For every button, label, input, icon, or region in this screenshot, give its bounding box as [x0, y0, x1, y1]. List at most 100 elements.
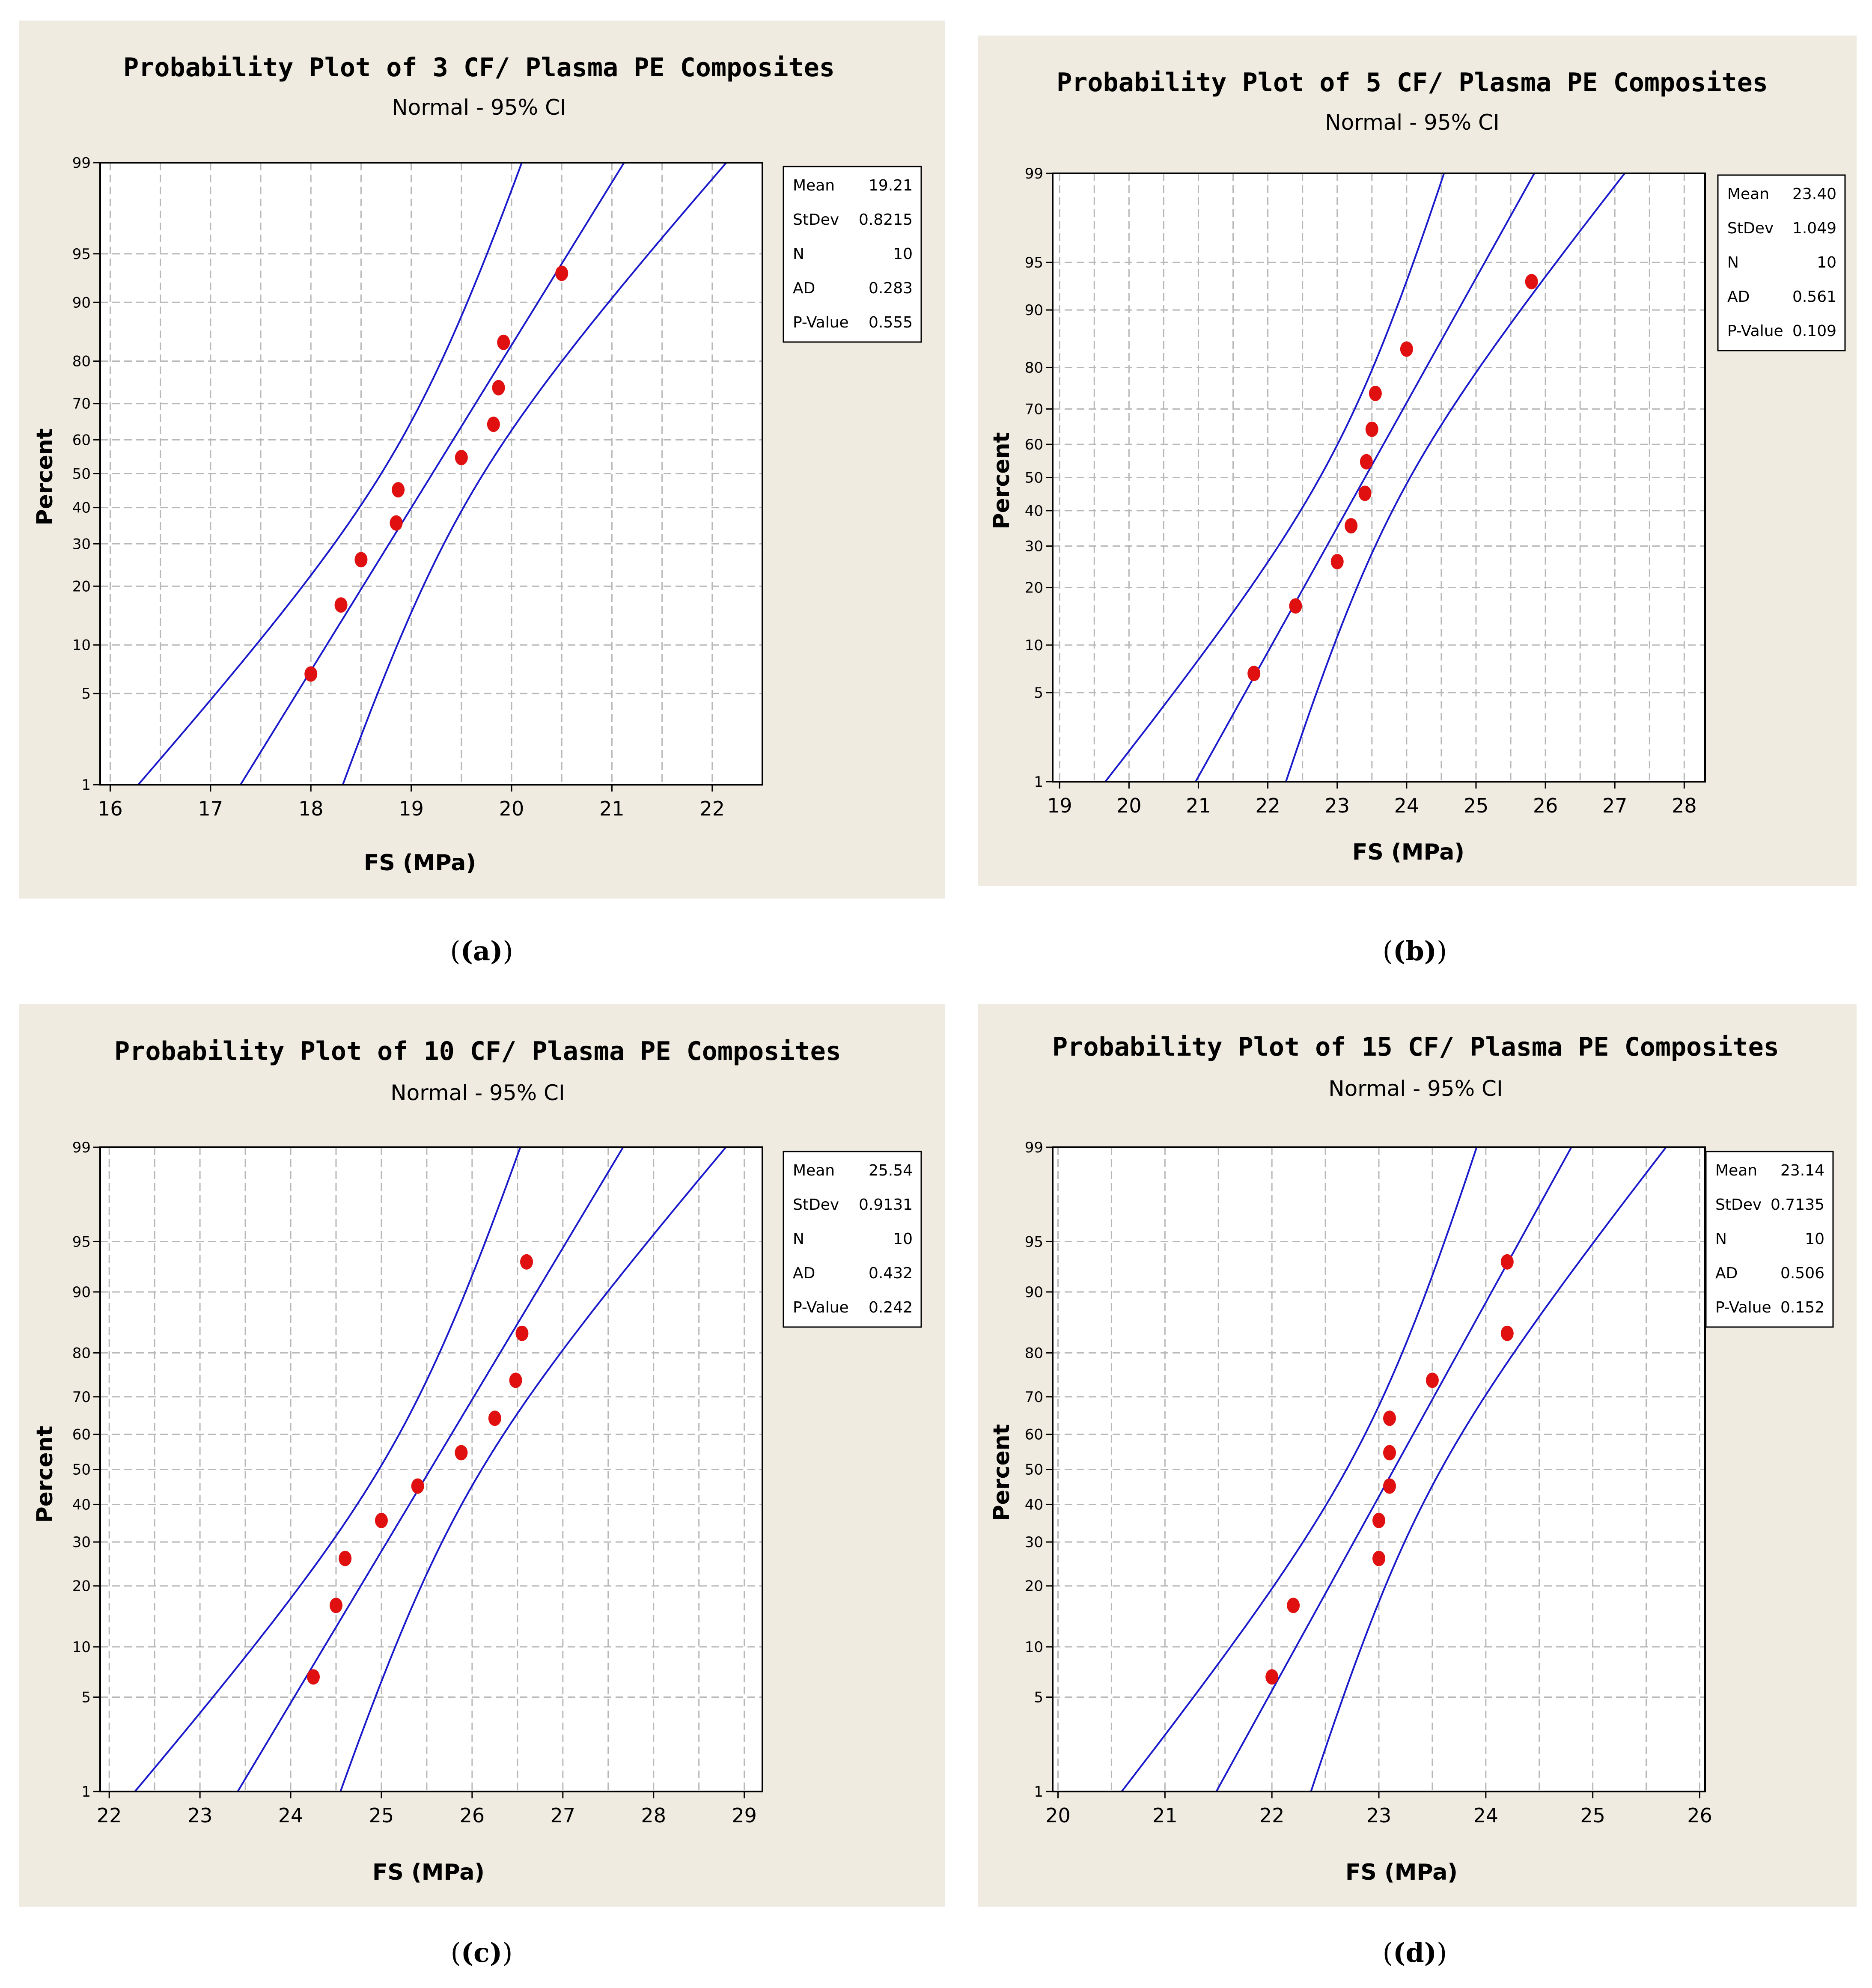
data-point — [1360, 454, 1373, 470]
data-point — [455, 449, 468, 465]
x-tick-label: 23 — [1366, 1804, 1392, 1827]
stats-value: 25.54 — [869, 1162, 913, 1179]
y-tick-label: 10 — [72, 1639, 91, 1656]
x-tick-label: 29 — [732, 1804, 757, 1827]
stats-box — [783, 1151, 922, 1328]
y-tick-label: 50 — [72, 1461, 91, 1479]
x-tick-label: 23 — [1324, 794, 1350, 817]
data-point — [304, 666, 318, 682]
y-tick-label: 99 — [72, 155, 91, 172]
x-tick-label: 22 — [97, 1804, 122, 1827]
data-point — [1247, 666, 1261, 682]
x-tick-label: 25 — [369, 1804, 394, 1827]
data-point — [1525, 274, 1538, 289]
x-tick-label: 20 — [1116, 794, 1142, 817]
stats-box — [783, 166, 922, 343]
stats-value: 23.14 — [1780, 1162, 1824, 1179]
y-axis-label: Percent — [989, 1424, 1015, 1521]
y-tick-label: 10 — [1025, 637, 1043, 654]
stats-label: N — [1715, 1230, 1727, 1248]
ci-upper-line — [339, 1147, 727, 1792]
stats-value: 0.8215 — [859, 211, 913, 229]
x-tick-label: 16 — [98, 797, 123, 820]
x-tick-label: 20 — [499, 797, 524, 820]
data-point — [1265, 1669, 1279, 1685]
y-tick-label: 95 — [72, 246, 91, 263]
chart-b: Probability Plot of 5 CF/ Plasma PE Comp… — [989, 68, 1846, 865]
subfigure-label-a: ((a)) — [450, 935, 513, 967]
data-point — [1345, 518, 1358, 534]
data-point — [1289, 598, 1302, 614]
x-tick-label: 26 — [1533, 794, 1558, 817]
x-tick-label: 25 — [1580, 1804, 1605, 1827]
chart-title: Probability Plot of 15 CF/ Plasma PE Com… — [1052, 1032, 1779, 1062]
data-point — [1426, 1372, 1439, 1388]
chart-subtitle: Normal - 95% CI — [390, 1080, 565, 1105]
chart-title: Probability Plot of 3 CF/ Plasma PE Comp… — [123, 53, 835, 83]
chart-c: Probability Plot of 10 CF/ Plasma PE Com… — [32, 1036, 922, 1885]
x-tick-label: 24 — [278, 1804, 304, 1827]
data-point — [411, 1478, 424, 1494]
stats-value: 10 — [1817, 254, 1836, 271]
y-tick-label: 50 — [1025, 470, 1043, 487]
data-point — [375, 1512, 388, 1528]
fit-line — [239, 163, 625, 785]
stats-label: P-Value — [1727, 322, 1783, 340]
ci-lower-line — [1120, 1147, 1478, 1792]
x-axis-label: FS (MPa) — [1345, 1860, 1458, 1885]
ci-lower-line — [137, 163, 523, 785]
stats-value: 19.21 — [869, 177, 913, 194]
x-tick-label: 21 — [1186, 794, 1211, 817]
chart-panel-d: Probability Plot of 15 CF/ Plasma PE Com… — [978, 1004, 1857, 1907]
ci-upper-line — [1310, 1147, 1667, 1792]
x-tick-label: 22 — [1255, 794, 1280, 817]
data-point — [1358, 485, 1372, 501]
ci-lower-line — [134, 1147, 521, 1792]
x-tick-label: 21 — [599, 797, 625, 820]
ci-upper-line — [342, 163, 728, 785]
y-tick-label: 20 — [1025, 580, 1043, 597]
data-point — [1372, 1551, 1385, 1566]
data-point — [1383, 1445, 1396, 1461]
x-tick-label: 28 — [641, 1804, 666, 1827]
stats-value: 0.9131 — [859, 1196, 913, 1214]
x-tick-label: 21 — [1152, 1804, 1178, 1827]
stats-value: 0.242 — [869, 1299, 913, 1316]
data-point — [339, 1551, 352, 1566]
data-point — [334, 597, 348, 613]
stats-label: N — [793, 1230, 804, 1248]
y-axis-label: Percent — [989, 432, 1015, 530]
stats-label: AD — [793, 280, 815, 297]
y-tick-label: 70 — [1025, 401, 1043, 418]
chart-subtitle: Normal - 95% CI — [1328, 1076, 1503, 1101]
y-tick-label: 1 — [1034, 1783, 1043, 1801]
y-tick-label: 90 — [72, 294, 91, 311]
data-point — [555, 265, 568, 281]
stats-value: 10 — [893, 1230, 913, 1248]
data-point — [1400, 341, 1413, 357]
y-tick-label: 99 — [1025, 1139, 1043, 1156]
y-tick-label: 80 — [72, 1345, 91, 1362]
y-tick-label: 95 — [1025, 1233, 1043, 1250]
x-axis-label: FS (MPa) — [364, 850, 476, 876]
y-tick-label: 60 — [72, 432, 91, 449]
y-tick-label: 30 — [1025, 538, 1043, 555]
data-point — [1369, 386, 1382, 402]
y-tick-label: 1 — [81, 777, 91, 794]
y-tick-label: 80 — [1025, 359, 1043, 376]
x-tick-label: 27 — [1602, 794, 1628, 817]
y-tick-label: 99 — [72, 1139, 91, 1156]
x-tick-label: 17 — [198, 797, 223, 820]
stats-value: 0.7135 — [1771, 1196, 1824, 1214]
x-tick-label: 18 — [298, 797, 324, 820]
chart-title: Probability Plot of 5 CF/ Plasma PE Comp… — [1057, 68, 1768, 98]
y-tick-label: 60 — [1025, 436, 1043, 453]
chart-a: Probability Plot of 3 CF/ Plasma PE Comp… — [32, 53, 922, 876]
y-tick-label: 5 — [1034, 684, 1043, 702]
y-tick-label: 70 — [72, 396, 91, 413]
x-tick-label: 24 — [1473, 1804, 1499, 1827]
y-axis-label: Percent — [32, 429, 58, 526]
stats-label: P-Value — [1715, 1299, 1771, 1316]
stats-box — [1717, 174, 1846, 351]
data-point — [487, 417, 500, 432]
